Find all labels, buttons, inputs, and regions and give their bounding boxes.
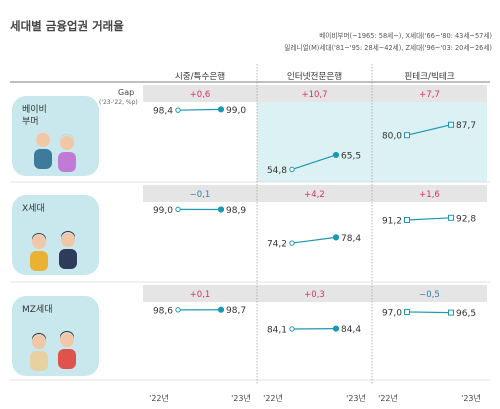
x-tick-label: '23년 (461, 393, 481, 403)
data-point (404, 216, 410, 223)
legend-line-2: 밀레니얼(M)세대('81~'95: 28세~42세), Z세대('96~'03… (284, 44, 492, 52)
gap-band (143, 185, 487, 202)
person-man-icon-head (61, 233, 75, 247)
series-line (406, 217, 452, 221)
data-point (448, 121, 454, 128)
series-line (291, 154, 337, 171)
legend-line-1: 베이비부머(~1965: 58세~), X세대('66~'80: 43세~57세… (319, 32, 492, 40)
gap-value: +0,6 (190, 90, 211, 100)
data-label: 98,4 (153, 107, 173, 117)
person-man-icon-body (59, 249, 77, 269)
person-young-man-icon-head (60, 333, 74, 347)
person-woman-icon-body (30, 251, 48, 271)
data-point (332, 151, 340, 159)
generation-card-x: X세대 (12, 195, 99, 275)
data-point (332, 325, 340, 332)
data-point (404, 308, 410, 315)
gap-unit: ('23-'22, %p) (99, 99, 138, 106)
generation-label-mz: MZ세대 (22, 305, 53, 315)
person-grandmother-icon-head (60, 136, 74, 150)
data-label: 92,8 (456, 214, 476, 224)
gap-value: +1,6 (419, 190, 440, 200)
data-label: 99,0 (226, 106, 246, 116)
data-label: 98,9 (226, 206, 246, 216)
data-label: 87,7 (456, 121, 476, 131)
person-young-man-icon-body (58, 349, 76, 369)
chart-title: 세대별 금융업권 거래율 (10, 19, 124, 33)
data-point (217, 106, 225, 113)
data-point (175, 307, 181, 313)
x-tick-label: '22년 (263, 393, 283, 403)
data-point (175, 206, 181, 213)
person-grandfather-icon-body (34, 149, 52, 169)
data-label: 84,1 (267, 325, 287, 335)
column-header-fintech: 핀테크/빅테크 (404, 72, 455, 82)
data-label: 54,8 (267, 166, 287, 176)
data-label: 96,5 (456, 309, 476, 319)
data-point (289, 240, 295, 246)
series-line (177, 108, 222, 111)
person-young-woman-icon-head (32, 335, 46, 349)
generation-label-x: X세대 (22, 204, 45, 214)
data-label: 98,7 (226, 306, 246, 316)
x-tick-label: '23년 (346, 393, 366, 403)
gap-value: +4,2 (304, 190, 325, 200)
x-tick-label: '22년 (378, 393, 398, 403)
data-point (448, 309, 454, 316)
data-point (332, 234, 340, 241)
data-point (217, 306, 225, 313)
data-label: 98,6 (153, 306, 173, 316)
person-grandmother-icon-body (58, 152, 76, 172)
data-point (289, 166, 295, 173)
gap-value: −0,5 (419, 290, 440, 300)
series-line (291, 236, 337, 244)
gap-band (143, 85, 487, 102)
x-tick-label: '23년 (231, 393, 251, 403)
gap-value: +7,7 (419, 90, 440, 100)
series-line (406, 311, 452, 314)
data-point (448, 214, 454, 221)
person-young-woman-icon-body (30, 351, 48, 371)
data-label: 97,0 (382, 308, 402, 318)
gap-label: Gap (118, 88, 135, 97)
gap-value: +10,7 (301, 90, 327, 100)
column-header-bank: 시중/특수은행 (174, 72, 226, 82)
generation-card-babyboomer: 베이비 부머 (12, 96, 99, 176)
data-point (175, 107, 181, 113)
series-line (406, 124, 452, 136)
column-header-internet-bank: 인터넷전문은행 (286, 72, 343, 82)
data-label: 80,0 (382, 132, 402, 142)
gap-band (143, 285, 487, 302)
generation-card-mz: MZ세대 (12, 296, 99, 376)
data-label: 74,2 (267, 240, 287, 250)
generation-label-babyboomer: 베이비 부머 (22, 105, 47, 128)
person-grandfather-icon-head (36, 133, 50, 147)
gap-value: +0,1 (190, 290, 211, 300)
data-label: 99,0 (153, 206, 173, 216)
person-woman-icon-head (32, 235, 46, 249)
data-label: 91,2 (382, 216, 402, 226)
data-label: 78,4 (341, 234, 361, 244)
data-label: 65,5 (341, 151, 361, 161)
x-tick-label: '22년 (149, 393, 169, 403)
gap-value: −0,1 (190, 190, 211, 200)
data-point (217, 206, 225, 213)
data-point (404, 132, 410, 139)
data-label: 84,4 (341, 325, 361, 335)
data-point (289, 326, 295, 332)
gap-value: +0,3 (304, 290, 325, 300)
